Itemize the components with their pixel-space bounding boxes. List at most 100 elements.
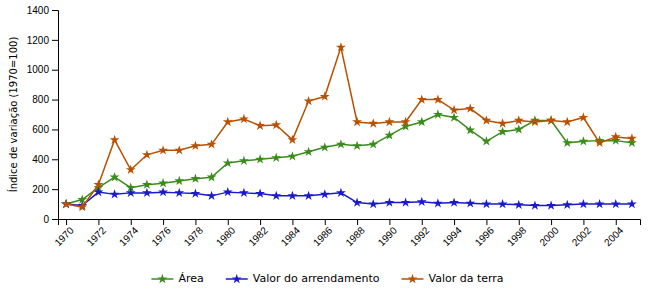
y-tick-label: 600 <box>32 124 49 135</box>
point-marker <box>190 174 200 183</box>
point-marker <box>465 198 475 207</box>
y-axis-title: Índice de variação (1970=100) <box>7 37 19 193</box>
point-marker <box>239 156 249 165</box>
x-tick-label: 1978 <box>182 224 206 248</box>
x-tick-mark <box>260 219 261 225</box>
point-marker <box>190 141 200 150</box>
point-marker <box>336 188 346 197</box>
point-marker <box>465 103 475 112</box>
x-tick-mark <box>583 219 584 225</box>
y-tick-mark <box>52 129 58 130</box>
point-marker <box>562 117 572 126</box>
x-tick-mark <box>454 219 455 225</box>
point-marker <box>287 151 297 160</box>
point-marker <box>562 138 572 147</box>
point-marker <box>320 91 330 100</box>
y-tick: 400 <box>32 154 58 165</box>
y-tick-label: 800 <box>32 94 49 105</box>
x-tick: 1994 <box>440 219 464 248</box>
point-marker <box>530 200 540 209</box>
point-marker <box>352 141 362 150</box>
point-marker <box>384 197 394 206</box>
point-marker <box>627 199 637 208</box>
point-marker <box>239 188 249 197</box>
point-marker <box>174 188 184 197</box>
marks <box>61 42 637 211</box>
x-tick-label: 1994 <box>440 224 464 248</box>
x-tick-label: 1982 <box>246 224 270 248</box>
x-tick: 2000 <box>537 219 561 248</box>
point-marker <box>481 136 491 145</box>
y-tick: 800 <box>32 94 58 105</box>
point-marker <box>611 199 621 208</box>
point-marker <box>158 187 168 196</box>
y-tick-label: 1400 <box>27 5 50 16</box>
point-marker <box>93 179 103 188</box>
x-tick: 1990 <box>376 219 400 248</box>
point-marker <box>417 197 427 206</box>
legend-marker <box>408 274 418 283</box>
point-marker <box>514 115 524 124</box>
x-tick: 1988 <box>343 219 367 248</box>
point-marker <box>514 200 524 209</box>
legend-label: Área <box>178 272 203 285</box>
y-tick: 600 <box>32 124 58 135</box>
y-tick-label: 1000 <box>27 64 50 75</box>
point-marker <box>126 165 136 174</box>
x-tick: 1974 <box>117 219 141 248</box>
x-tick-mark <box>131 219 132 225</box>
point-marker <box>174 145 184 154</box>
point-marker <box>271 153 281 162</box>
point-marker <box>110 135 120 144</box>
x-tick-mark <box>292 219 293 225</box>
legend: ÁreaValor do arrendamentoValor da terra <box>151 272 503 285</box>
point-marker <box>611 132 621 141</box>
x-tick-label: 1996 <box>473 224 497 248</box>
x-tick-mark <box>66 219 67 225</box>
x-tick-label: 2004 <box>602 224 626 248</box>
y-tick-mark <box>52 70 58 71</box>
point-marker <box>498 199 508 208</box>
point-marker <box>449 197 459 206</box>
point-marker <box>255 154 265 163</box>
point-marker <box>546 115 556 124</box>
point-marker <box>562 200 572 209</box>
point-marker <box>126 188 136 197</box>
point-marker <box>433 109 443 118</box>
legend-marker <box>232 274 242 283</box>
x-tick-mark <box>519 219 520 225</box>
point-marker <box>223 187 233 196</box>
point-marker <box>207 139 217 148</box>
series-line <box>66 192 632 205</box>
point-marker <box>61 199 71 208</box>
y-tick-label: 200 <box>32 184 49 195</box>
legend-item: Área <box>151 272 203 285</box>
point-marker <box>336 42 346 51</box>
point-marker <box>223 117 233 126</box>
y-tick-label: 1200 <box>27 35 50 46</box>
x-tick: 1976 <box>149 219 173 248</box>
legend-item: Valor do arrendamento <box>226 272 380 285</box>
x-tick: 1972 <box>85 219 109 248</box>
x-tick-mark <box>228 219 229 225</box>
point-marker <box>433 198 443 207</box>
series-line <box>66 115 632 205</box>
y-tick: 1400 <box>27 5 58 16</box>
y-tick: 1200 <box>27 35 58 46</box>
x-tick: 1998 <box>505 219 529 248</box>
point-marker <box>207 172 217 181</box>
x-tick-mark <box>486 219 487 225</box>
x-tick-label: 1970 <box>52 224 76 248</box>
point-marker <box>368 199 378 208</box>
x-tick-label: 2000 <box>537 224 561 248</box>
point-marker <box>514 124 524 133</box>
x-tick: 1986 <box>311 219 335 248</box>
point-marker <box>546 115 556 124</box>
x-tick: 1970 <box>52 219 76 248</box>
point-marker <box>498 126 508 135</box>
y-tick-mark <box>52 189 58 190</box>
point-marker <box>190 188 200 197</box>
point-marker <box>578 136 588 145</box>
point-marker <box>368 139 378 148</box>
x-tick-label: 1986 <box>311 224 335 248</box>
